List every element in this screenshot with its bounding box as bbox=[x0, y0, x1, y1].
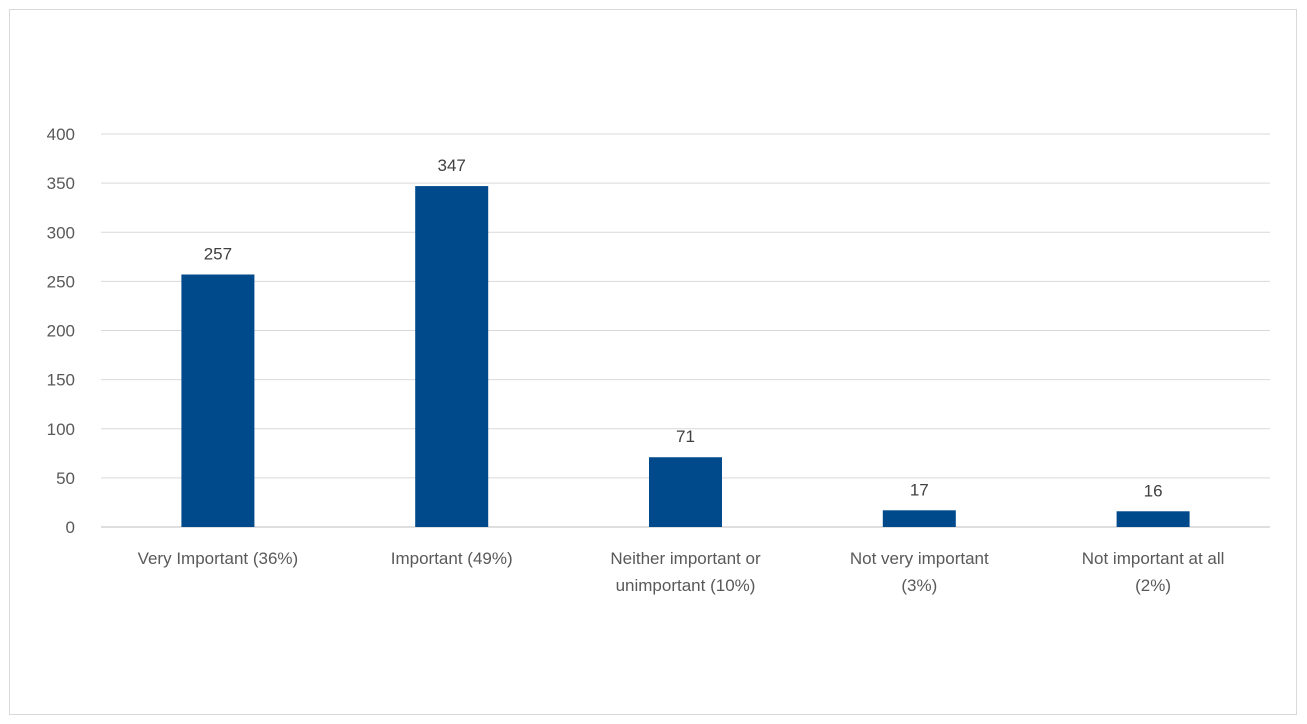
x-category-label: Not important at all bbox=[1082, 549, 1225, 568]
x-category-label: (2%) bbox=[1135, 576, 1171, 595]
bars bbox=[181, 186, 1190, 527]
x-axis-category-labels: Very Important (36%) Important (49%) Neith… bbox=[138, 549, 1225, 595]
x-category-label: Very Important (36%) bbox=[138, 549, 299, 568]
y-tick-label: 250 bbox=[47, 272, 75, 291]
y-tick-label: 0 bbox=[66, 518, 75, 537]
y-tick-label: 200 bbox=[47, 322, 75, 341]
bar-value-label: 16 bbox=[1144, 481, 1163, 500]
bar bbox=[1116, 511, 1190, 527]
bar-value-label: 347 bbox=[438, 156, 466, 175]
y-tick-label: 400 bbox=[47, 125, 75, 144]
bar-value-label: 71 bbox=[676, 427, 695, 446]
y-tick-label: 150 bbox=[47, 371, 75, 390]
y-tick-label: 50 bbox=[56, 469, 75, 488]
data-labels: 257 347 71 17 16 bbox=[204, 156, 1163, 500]
bar bbox=[649, 457, 722, 527]
x-category-label: Neither important or bbox=[610, 549, 761, 568]
bar-value-label: 17 bbox=[910, 480, 929, 499]
y-tick-label: 350 bbox=[47, 174, 75, 193]
bar-value-label: 257 bbox=[204, 244, 232, 263]
gridlines bbox=[101, 133, 1270, 528]
x-category-label: unimportant (10%) bbox=[616, 576, 756, 595]
bar bbox=[415, 186, 489, 527]
x-category-label: Important (49%) bbox=[391, 549, 513, 568]
y-tick-label: 100 bbox=[47, 420, 75, 439]
bar bbox=[181, 274, 255, 527]
x-category-label: Not very important bbox=[850, 549, 989, 568]
y-axis-tick-labels: 0 50 100 150 200 250 300 350 400 bbox=[47, 125, 75, 537]
y-tick-label: 300 bbox=[47, 223, 75, 242]
bar bbox=[882, 510, 956, 527]
x-category-label: (3%) bbox=[901, 576, 937, 595]
